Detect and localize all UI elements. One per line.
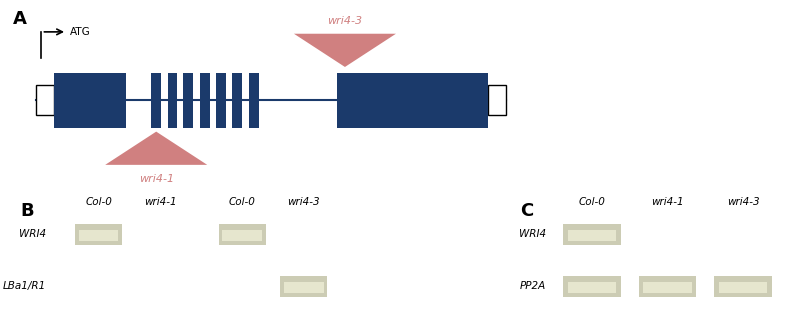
Bar [54, 73, 126, 128]
Bar [183, 73, 194, 128]
Text: WRI4: WRI4 [519, 229, 546, 239]
Bar [168, 73, 177, 128]
Text: wri4-1: wri4-1 [144, 197, 177, 207]
Bar [563, 224, 621, 245]
Bar [567, 230, 616, 241]
Bar [218, 224, 265, 245]
Text: WRI4: WRI4 [19, 229, 46, 239]
Bar [638, 276, 697, 297]
Bar [216, 73, 226, 128]
Text: PP2A: PP2A [520, 281, 546, 291]
Text: wri4-1: wri4-1 [139, 174, 174, 184]
Text: wri4-1: wri4-1 [651, 197, 684, 207]
Bar [281, 276, 328, 297]
Text: A: A [14, 10, 27, 28]
Text: C: C [520, 202, 533, 221]
Bar [567, 282, 616, 293]
Text: LBa1/R1: LBa1/R1 [3, 281, 46, 291]
Bar [337, 73, 488, 128]
Text: Col-0: Col-0 [229, 197, 256, 207]
Bar [79, 230, 118, 241]
Bar [563, 276, 621, 297]
Bar [714, 276, 772, 297]
Bar [199, 73, 210, 128]
Text: wri4-3: wri4-3 [727, 197, 760, 207]
Bar [249, 73, 259, 128]
Bar [232, 73, 242, 128]
Text: ATG: ATG [69, 27, 90, 37]
Bar [75, 224, 122, 245]
Bar [222, 230, 261, 241]
Polygon shape [105, 132, 207, 165]
Text: Col-0: Col-0 [579, 197, 605, 207]
Bar [285, 282, 324, 293]
Polygon shape [294, 34, 396, 67]
Bar [719, 282, 768, 293]
Text: wri4-3: wri4-3 [328, 16, 363, 26]
Text: wri4-3: wri4-3 [288, 197, 320, 207]
Bar [488, 85, 505, 115]
Text: Col-0: Col-0 [85, 197, 112, 207]
Bar [37, 85, 54, 115]
Bar [643, 282, 692, 293]
Bar [151, 73, 161, 128]
Text: B: B [20, 202, 33, 221]
